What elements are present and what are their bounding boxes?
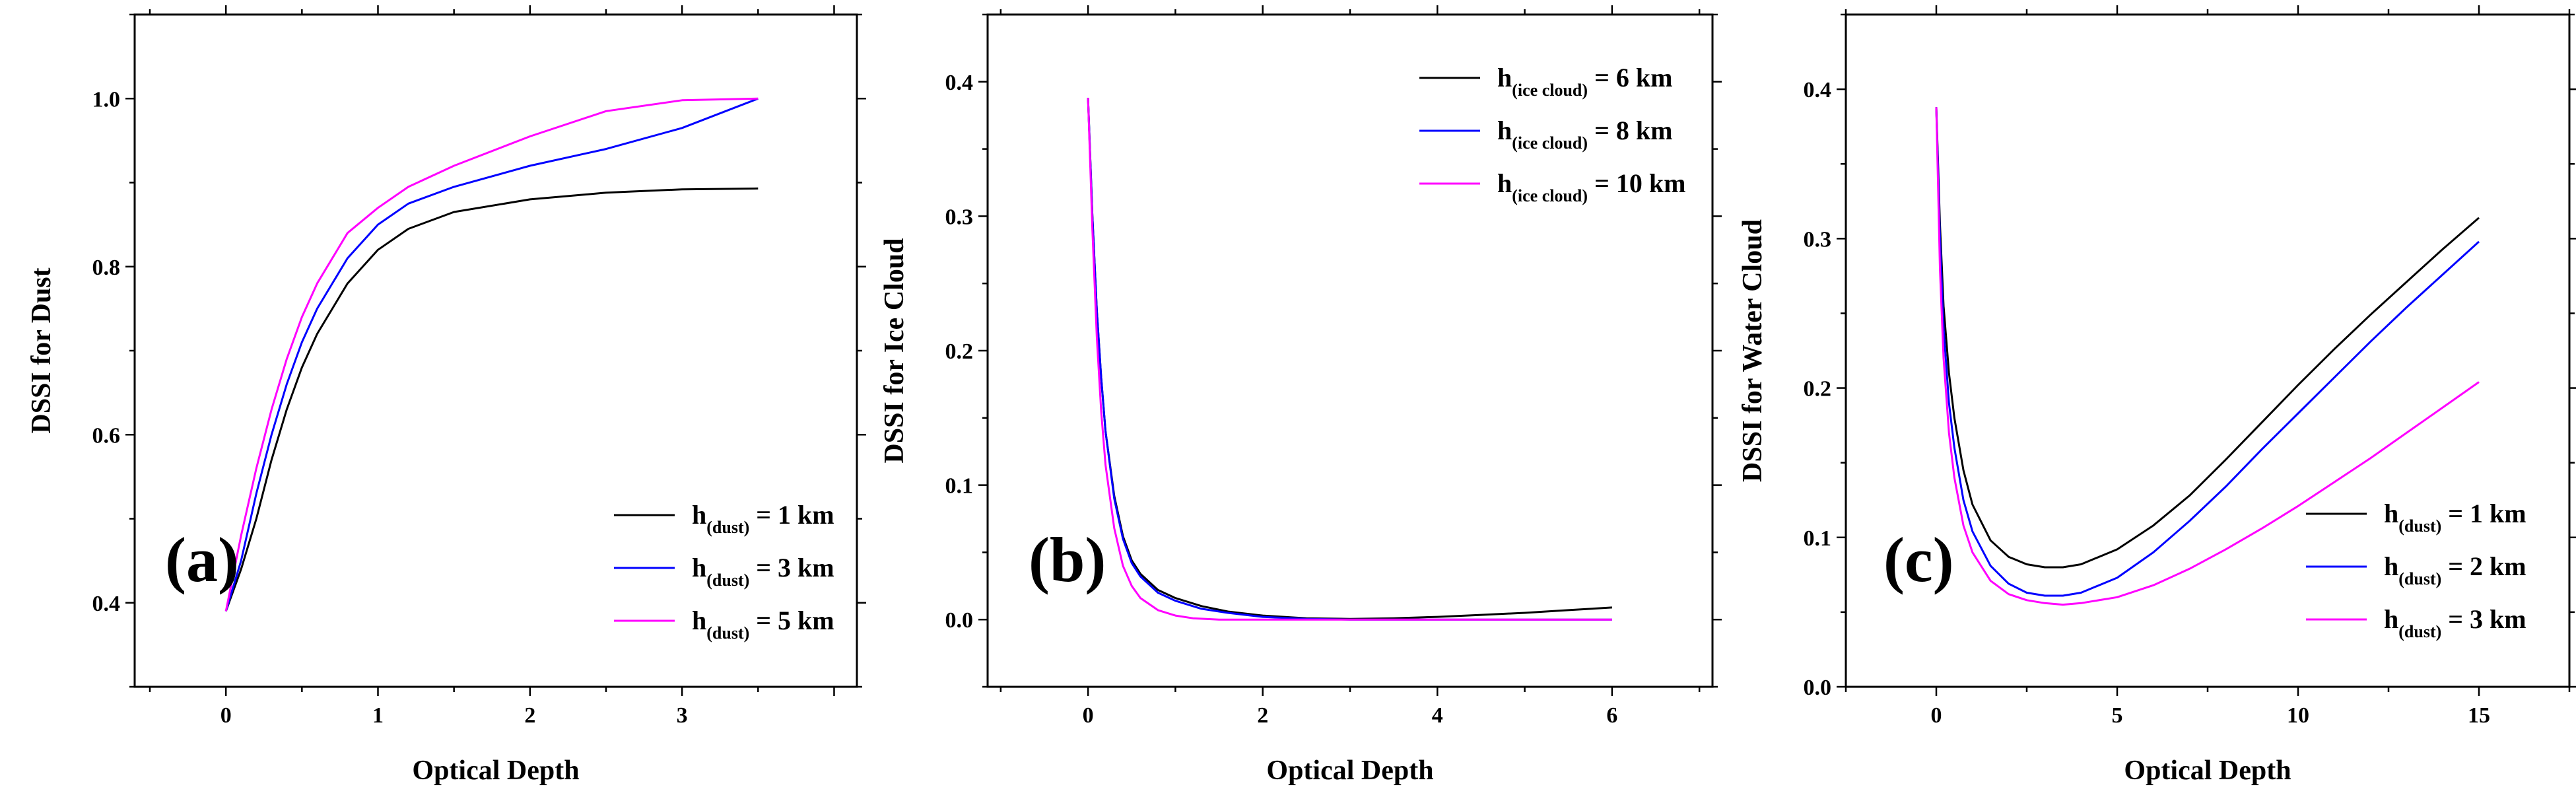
- series-line-2: [1088, 98, 1612, 619]
- panel-label: (a): [165, 524, 239, 595]
- chart-panel-3: 0 5 10 15 0.0 0.1 0.2 0.3 0.4 Optical Depth DSSI f…: [1738, 5, 2576, 786]
- figure: 0 1 2 3 0.4 0.6 0.8 1.0 Optical Depth DSSI for Du…: [0, 0, 2576, 807]
- legend: h(ice cloud) = 6 km h(ice cloud) = 8 km h(…: [1419, 63, 1685, 205]
- x-tick-label: 2: [1257, 703, 1268, 728]
- legend: h(dust) = 1 km h(dust) = 2 km h(dust) = 3 …: [2306, 499, 2526, 641]
- plot-frame: [1846, 15, 2569, 687]
- y-tick-label: 0.1: [945, 474, 974, 499]
- legend-entry-3: h(dust) = 3 km: [2384, 604, 2526, 641]
- series-line-1: [1088, 98, 1612, 619]
- x-axis-title: Optical Depth: [2124, 755, 2291, 786]
- x-tick-label: 1: [372, 703, 384, 728]
- y-axis-title: DSSI for Ice Cloud: [879, 238, 910, 463]
- legend-entry-1: h(ice cloud) = 6 km: [1497, 63, 1672, 100]
- y-tick-label: 0.1: [1804, 526, 1832, 551]
- x-axis-title: Optical Depth: [412, 755, 579, 786]
- panel-label: (c): [1883, 524, 1954, 595]
- y-tick-label: 0.2: [1804, 377, 1832, 402]
- x-tick-label: 3: [677, 703, 688, 728]
- y-tick-label: 0.2: [945, 339, 974, 364]
- y-tick-label: 0.6: [92, 423, 121, 448]
- legend-entry-2: h(ice cloud) = 8 km: [1497, 116, 1672, 153]
- x-tick-label: 0: [220, 703, 232, 728]
- series-line-1: [226, 188, 758, 611]
- x-axis-title: Optical Depth: [1266, 755, 1433, 786]
- x-tick-label: 6: [1606, 703, 1617, 728]
- x-tick-label: 0: [1931, 703, 1942, 728]
- panel-label: (b): [1029, 524, 1106, 595]
- legend-entry-3: h(dust) = 5 km: [692, 606, 834, 643]
- legend: h(dust) = 1 km h(dust) = 3 km h(dust) = 5 …: [614, 500, 834, 643]
- y-tick-label: 0.0: [1804, 676, 1832, 700]
- x-tick-label: 4: [1432, 703, 1443, 728]
- y-tick-label: 0.0: [945, 608, 974, 633]
- x-tick-label: 5: [2112, 703, 2123, 728]
- y-tick-label: 0.4: [92, 592, 121, 616]
- series-line-3: [1088, 98, 1612, 619]
- legend-entry-1: h(dust) = 1 km: [2384, 499, 2526, 536]
- legend-entry-2: h(dust) = 3 km: [692, 553, 834, 590]
- legend-entry-3: h(ice cloud) = 10 km: [1497, 168, 1685, 205]
- y-axis-title: DSSI for Water Cloud: [1738, 219, 1768, 482]
- series-line-3: [1936, 107, 2479, 604]
- series-line-2: [226, 98, 758, 611]
- y-tick-label: 0.8: [92, 256, 121, 280]
- x-tick-label: 0: [1083, 703, 1094, 728]
- chart-panel-2: 0 2 4 6 0.0 0.1 0.2 0.3 0.4 Optical Depth DSSI for…: [879, 5, 1722, 786]
- legend-entry-1: h(dust) = 1 km: [692, 500, 834, 537]
- y-tick-label: 0.4: [945, 71, 974, 95]
- legend-entry-2: h(dust) = 2 km: [2384, 551, 2526, 588]
- y-tick-label: 0.3: [945, 205, 974, 229]
- chart-panel-1: 0 1 2 3 0.4 0.6 0.8 1.0 Optical Depth DSSI for Du…: [26, 5, 866, 786]
- x-tick-label: 2: [524, 703, 535, 728]
- y-tick-label: 1.0: [92, 87, 121, 112]
- y-tick-label: 0.3: [1804, 227, 1832, 252]
- x-tick-label: 10: [2287, 703, 2309, 728]
- y-tick-label: 0.4: [1804, 78, 1832, 102]
- x-tick-label: 15: [2468, 703, 2490, 728]
- y-axis-title: DSSI for Dust: [26, 267, 57, 433]
